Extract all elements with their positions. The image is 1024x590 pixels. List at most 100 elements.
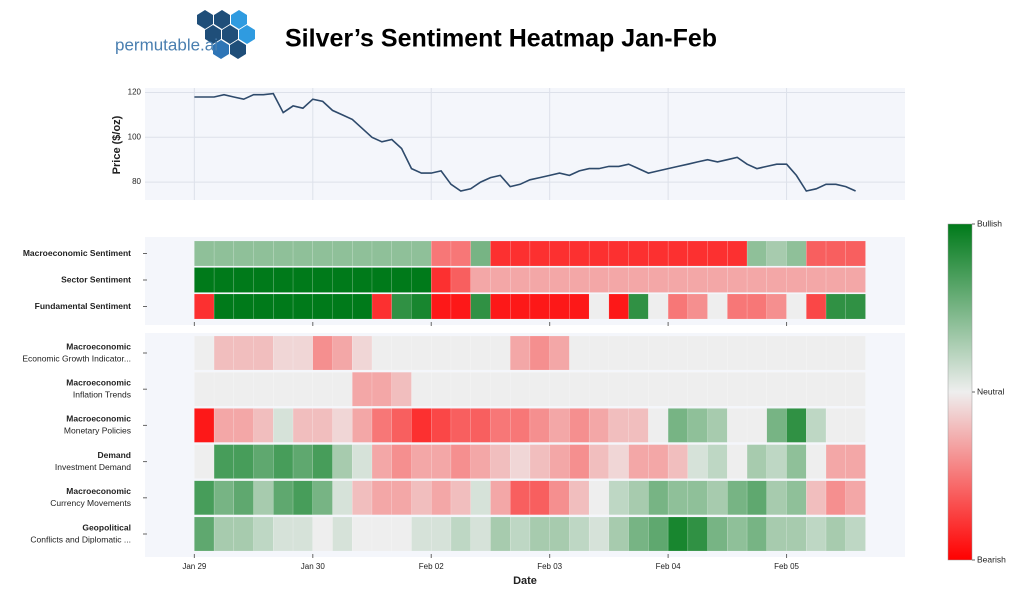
heatmap-cell	[786, 335, 807, 371]
heatmap-cell	[825, 240, 846, 267]
heatmap-cell	[588, 293, 610, 320]
heatmap-cell	[648, 480, 669, 515]
heatmap-cell	[490, 516, 511, 552]
heatmap-cell	[648, 335, 669, 371]
logo-text: permutable.ai	[115, 35, 218, 54]
heatmap-cell	[746, 335, 768, 371]
heatmap-cell	[687, 480, 708, 515]
heatmap-cell	[411, 293, 432, 320]
logo-hex	[205, 25, 221, 44]
heatmap-cell	[569, 372, 590, 407]
heatmap-cell	[312, 444, 333, 479]
heatmap-cell	[766, 372, 787, 407]
heatmap-cell	[253, 293, 274, 320]
heatmap-cell	[431, 267, 452, 293]
heatmap-cell	[332, 372, 353, 407]
heatmap-cell	[253, 516, 274, 552]
heatmap-cell	[352, 293, 373, 320]
heatmap-cell	[292, 408, 313, 443]
heatmap-cell	[431, 408, 452, 443]
heatmap-cell	[431, 293, 452, 320]
heatmap-cell	[648, 372, 669, 407]
heatmap-cell	[233, 516, 254, 552]
heatmap-cell	[727, 335, 748, 371]
x-tick-label: Feb 03	[537, 562, 562, 571]
heatmap-cell	[588, 516, 610, 552]
heatmap-cell	[431, 516, 452, 552]
heatmap-cell	[509, 408, 531, 443]
heatmap-cell	[766, 240, 787, 267]
heatmap-cell	[194, 267, 215, 293]
x-tick-label: Feb 02	[419, 562, 444, 571]
x-tick-label: Feb 04	[656, 562, 681, 571]
heatmap-cell	[431, 335, 452, 371]
heatmap-cell	[391, 293, 412, 320]
heatmap-cell	[549, 240, 570, 267]
heatmap-cell	[450, 480, 471, 515]
heatmap-cell	[667, 480, 689, 515]
heatmap-cell	[628, 408, 649, 443]
heatmap-cell	[687, 444, 708, 479]
heatmap-cell	[588, 372, 610, 407]
heatmap-cell	[569, 408, 590, 443]
heatmap-cell	[213, 444, 235, 479]
heatmap-cell	[292, 267, 313, 293]
heatmap-cell	[628, 335, 649, 371]
heatmap-cell	[352, 408, 373, 443]
heatmap-cell	[588, 408, 610, 443]
heatmap-cell	[608, 240, 629, 267]
heatmap-cell	[213, 335, 235, 371]
heatmap-cell	[233, 372, 254, 407]
heatmap-cell	[509, 267, 531, 293]
heatmap-cell	[687, 516, 708, 552]
heatmap-cell	[667, 372, 689, 407]
heatmap-cell	[746, 267, 768, 293]
heatmap-cell	[766, 293, 787, 320]
heatmap-cell	[766, 408, 787, 443]
heatmap-cell	[628, 444, 649, 479]
heatmap-cell	[746, 372, 768, 407]
heatmap-cell	[253, 335, 274, 371]
heatmap-cell	[687, 293, 708, 320]
heatmap-cell	[667, 335, 689, 371]
heatmap-cell	[687, 267, 708, 293]
heatmap-cell	[746, 444, 768, 479]
heatmap-cell	[806, 444, 827, 479]
heatmap-cell	[825, 335, 846, 371]
heatmap-cell	[786, 372, 807, 407]
row-group-label: Macroeconomic	[66, 377, 131, 387]
heatmap-cell	[470, 444, 491, 479]
heatmap-cell	[845, 444, 866, 479]
heatmap-cell	[529, 372, 550, 407]
heatmap-cell	[332, 240, 353, 267]
heatmap-cell	[529, 480, 550, 515]
heatmap-cell	[766, 335, 787, 371]
x-axis-label: Date	[513, 575, 537, 587]
heatmap-cell	[707, 335, 728, 371]
heatmap-cell	[352, 480, 373, 515]
heatmap-cell	[253, 408, 274, 443]
heatmap-cell	[233, 267, 254, 293]
heatmap-cell	[411, 335, 432, 371]
y-tick-label: 100	[128, 132, 142, 141]
x-tick-label: Feb 05	[774, 562, 799, 571]
heatmap-cell	[825, 293, 846, 320]
heatmap-cell	[371, 267, 392, 293]
heatmap-cell	[213, 267, 235, 293]
heatmap-cell	[490, 372, 511, 407]
heatmap-cell	[233, 293, 254, 320]
heatmap-cell	[608, 480, 629, 515]
heatmap-cell	[213, 372, 235, 407]
row-label: Investment Demand	[55, 462, 131, 472]
heatmap-cell	[431, 372, 452, 407]
heatmap-cell	[490, 335, 511, 371]
heatmap-cell	[648, 267, 669, 293]
heatmap-cell	[608, 335, 629, 371]
heatmap-cell	[470, 335, 491, 371]
heatmap-cell	[786, 516, 807, 552]
heatmap-cell	[292, 444, 313, 479]
heatmap-cell	[806, 335, 827, 371]
heatmap-cell	[490, 444, 511, 479]
heatmap-cell	[194, 516, 215, 552]
